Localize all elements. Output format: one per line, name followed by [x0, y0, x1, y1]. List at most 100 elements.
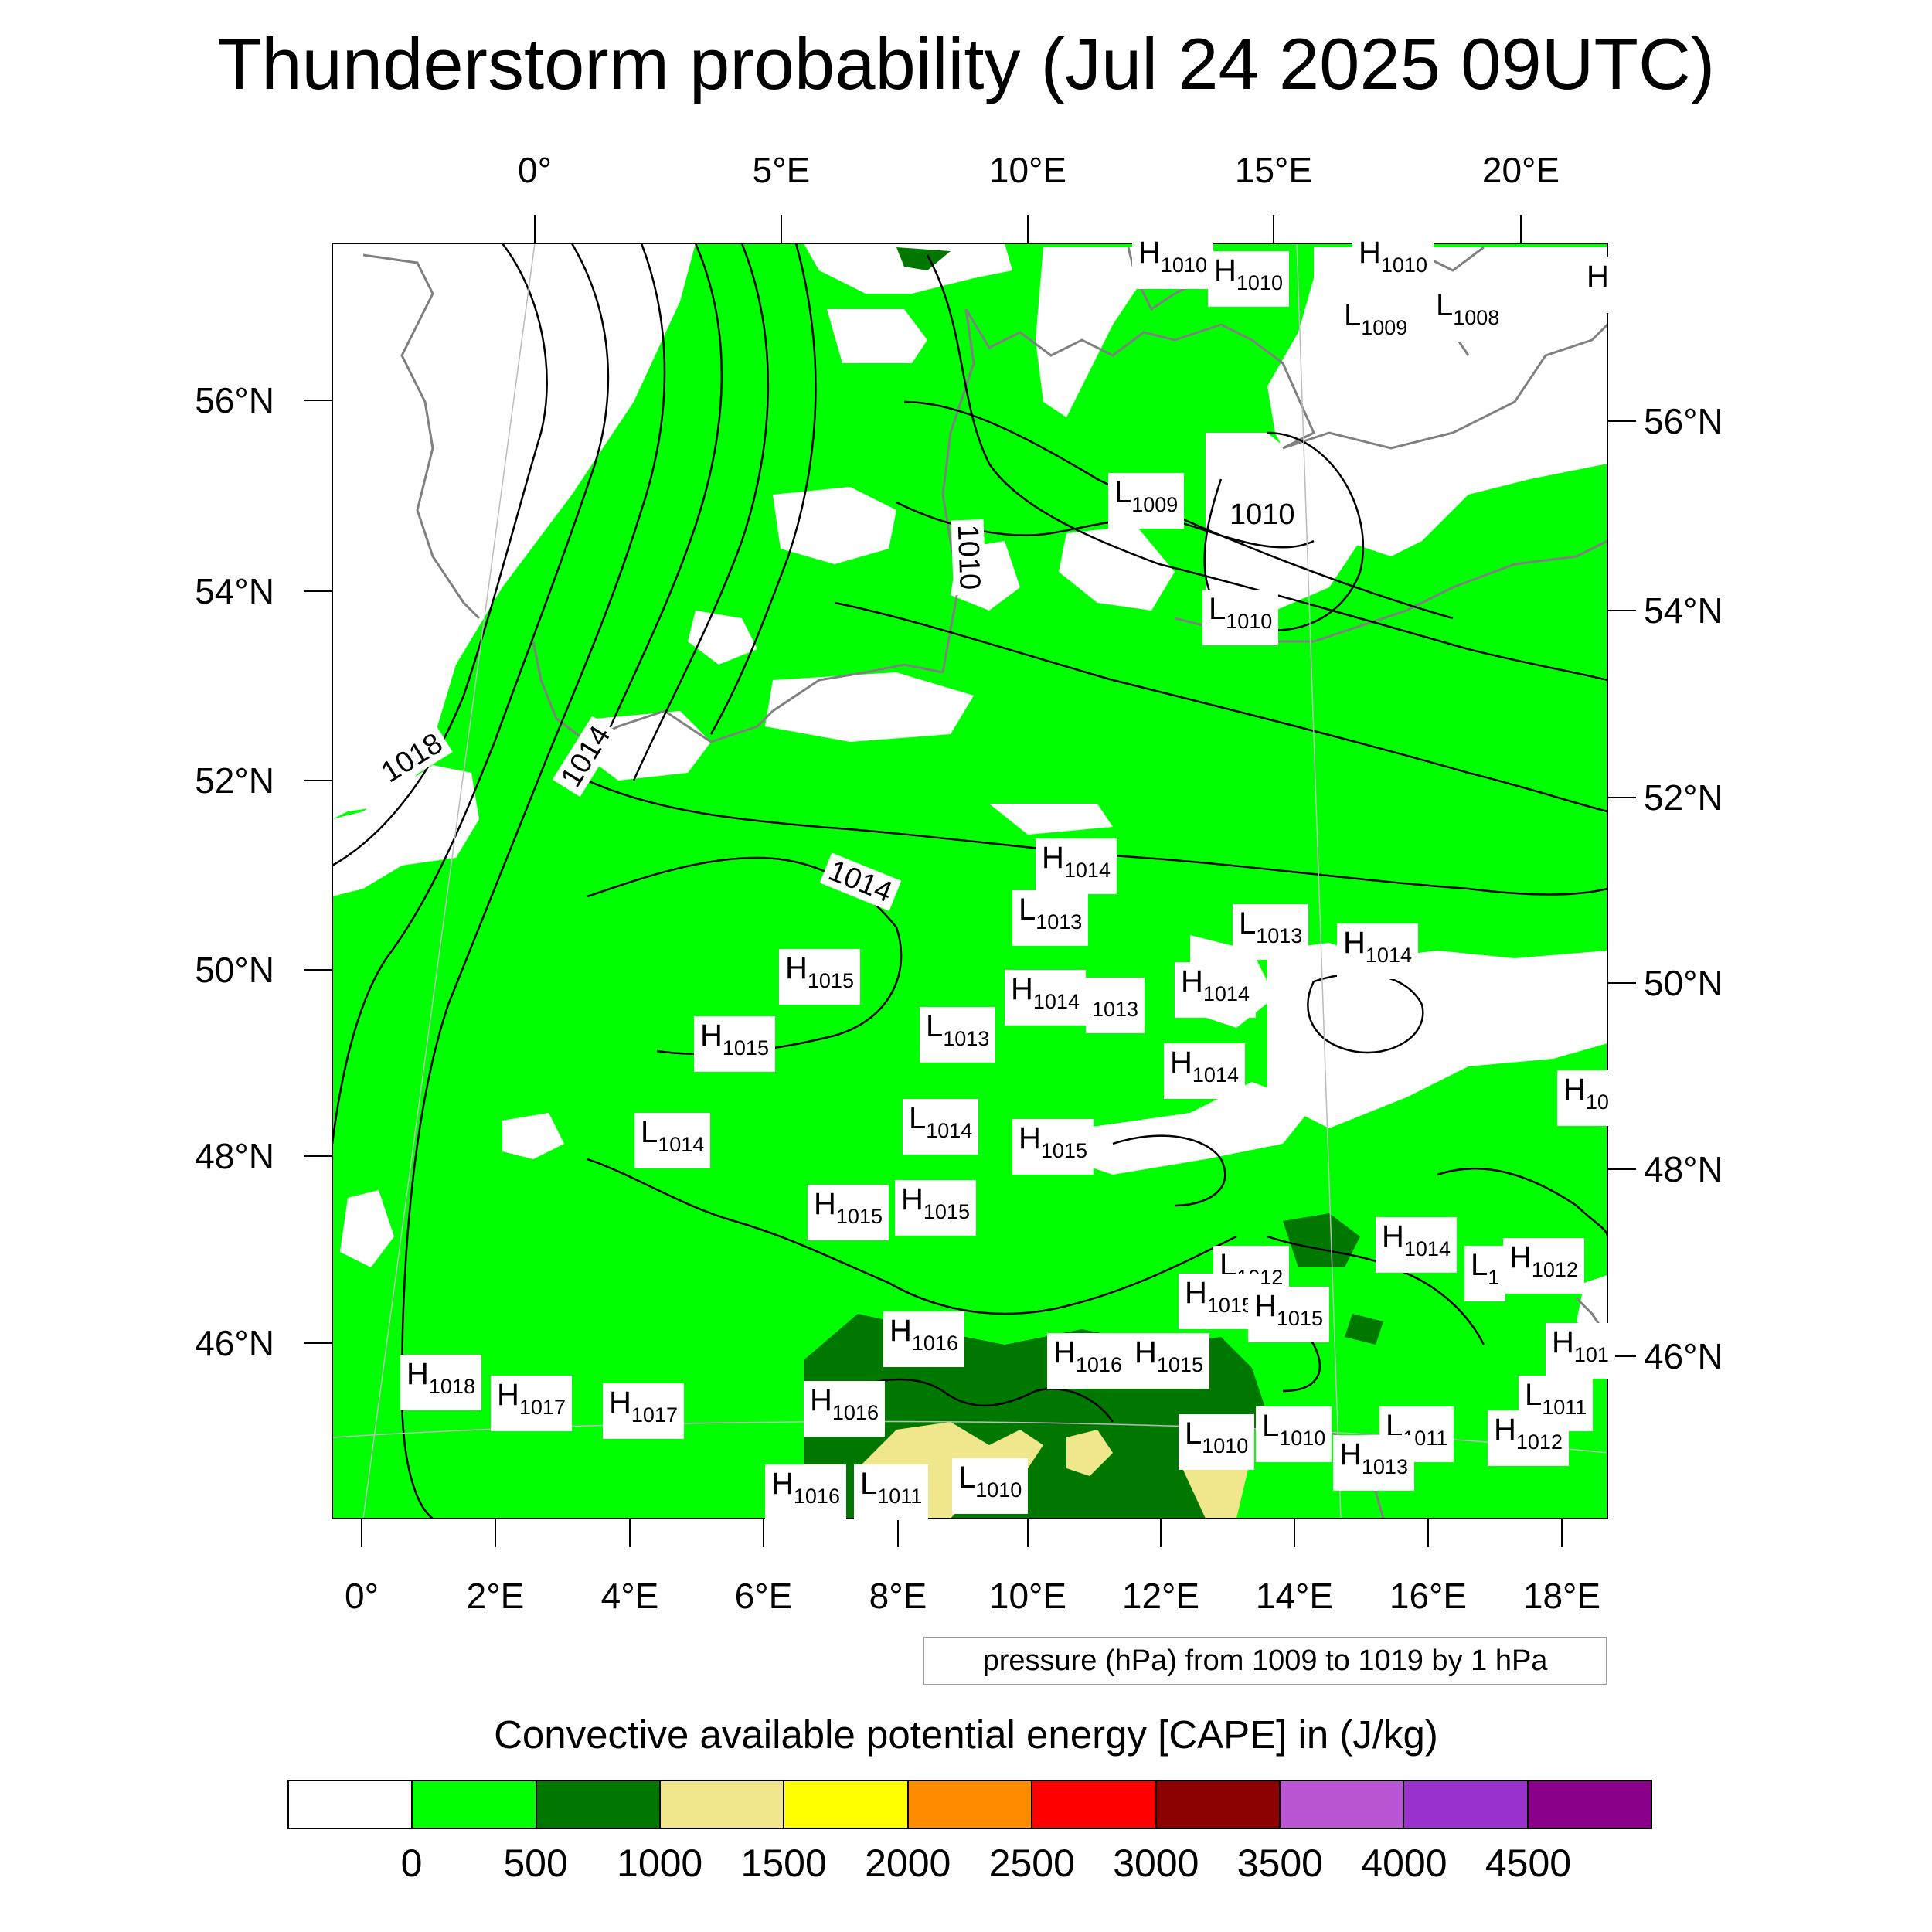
colorbar-label: 0 [400, 1842, 423, 1885]
pressure-system-marker: L1013 [1012, 890, 1089, 946]
pressure-system-marker: H1015 [808, 1185, 889, 1240]
tick-left-48n: 48°N [195, 1136, 274, 1176]
tick-bottom-0: 0° [345, 1576, 379, 1616]
tick-bottom-2e: 2°E [466, 1576, 525, 1616]
pressure-system-marker: L1008 [1430, 286, 1506, 342]
colorbar-swatch [536, 1781, 662, 1828]
tick-left-46n: 46°N [195, 1323, 274, 1363]
tick-bottom-14e: 14°E [1255, 1576, 1334, 1616]
map-title: Thunderstorm probability (Jul 24 2025 09… [216, 23, 1716, 104]
pressure-system-marker: H1014 [1337, 923, 1418, 979]
tick-top-20e: 20°E [1481, 150, 1560, 190]
colorbar-swatch [1032, 1781, 1157, 1828]
pressure-system-marker: H1013 [1333, 1435, 1414, 1491]
pressure-system-marker: H1014 [1376, 1217, 1457, 1273]
colorbar [287, 1780, 1652, 1829]
pressure-system-marker: L1010 [952, 1458, 1029, 1514]
colorbar-swatch [413, 1781, 537, 1828]
colorbar-swatch [1280, 1781, 1405, 1828]
tick-right-50n: 50°N [1644, 963, 1723, 1003]
pressure-system-marker: H1015 [1179, 1274, 1260, 1329]
pressure-system-marker: L1010 [1256, 1406, 1332, 1462]
pressure-system-marker: H1014 [1175, 962, 1256, 1018]
colorbar-swatch [1156, 1781, 1281, 1828]
pressure-system-marker: L1013 [1233, 904, 1309, 960]
pressure-system-marker: H1016 [883, 1311, 964, 1367]
pressure-system-marker: H [1580, 257, 1615, 313]
tick-top-10e: 10°E [988, 150, 1067, 190]
pressure-system-marker: H1015 [779, 949, 860, 1005]
pressure-system-marker: H1016 [765, 1464, 846, 1520]
tick-left-56n: 56°N [195, 380, 274, 420]
tick-top-5e: 5°E [752, 150, 811, 190]
tick-bottom-18e: 18°E [1522, 1576, 1601, 1616]
tick-bottom-6e: 6°E [734, 1576, 793, 1616]
pressure-system-marker: H1017 [491, 1376, 572, 1431]
colorbar-label: 500 [503, 1842, 568, 1885]
tick-right-52n: 52°N [1644, 777, 1723, 818]
tick-right-46n: 46°N [1644, 1336, 1723, 1376]
colorbar-swatch [289, 1781, 413, 1828]
tick-right-48n: 48°N [1644, 1149, 1723, 1189]
colorbar-label: 3500 [1236, 1842, 1323, 1885]
pressure-system-marker: H1015 [895, 1180, 976, 1236]
pressure-system-marker: H1015 [694, 1016, 775, 1072]
pressure-system-marker: H1014 [1005, 970, 1086, 1026]
tick-top-15e: 15°E [1234, 150, 1313, 190]
pressure-system-marker: H1016 [804, 1381, 885, 1437]
tick-bottom-4e: 4°E [600, 1576, 659, 1616]
colorbar-swatch [661, 1781, 785, 1828]
pressure-system-marker: H1010 [1352, 233, 1434, 289]
colorbar-swatch [784, 1781, 909, 1828]
pressure-system-marker: L1011 [1519, 1376, 1594, 1431]
tick-left-50n: 50°N [195, 950, 274, 990]
pressure-system-marker: H1018 [400, 1355, 481, 1410]
colorbar-label: 1500 [740, 1842, 827, 1885]
colorbar-title: Convective available potential energy [C… [494, 1713, 1438, 1757]
pressure-system-marker: L1009 [1108, 473, 1185, 529]
colorbar-label: 1000 [617, 1842, 703, 1885]
colorbar-label: 2500 [988, 1842, 1075, 1885]
pressure-system-marker: L1014 [634, 1113, 711, 1168]
pressure-system-marker: H1012 [1503, 1238, 1584, 1294]
pressure-system-marker: H1017 [603, 1383, 684, 1439]
tick-right-54n: 54°N [1644, 590, 1723, 631]
tick-marks [304, 215, 1636, 1547]
isobar-label: 1010 [1225, 498, 1300, 531]
colorbar-label: 4000 [1361, 1842, 1447, 1885]
pressure-system-marker: H1016 [1047, 1333, 1128, 1389]
colorbar-swatch [1528, 1781, 1651, 1828]
pressure-system-marker: H1015 [1012, 1119, 1094, 1175]
pressure-system-marker: H1010 [1208, 251, 1289, 307]
map-border [332, 243, 1608, 1519]
tick-bottom-10e: 10°E [988, 1576, 1067, 1616]
colorbar-label: 3000 [1113, 1842, 1199, 1885]
pressure-system-marker: L1010 [1179, 1414, 1255, 1470]
colorbar-label: 4500 [1485, 1842, 1572, 1885]
tick-left-52n: 52°N [195, 760, 274, 801]
tick-right-56n: 56°N [1644, 401, 1723, 441]
pressure-system-marker: L1014 [903, 1099, 979, 1155]
isobar-label: 1010 [951, 519, 986, 595]
tick-bottom-16e: 16°E [1389, 1576, 1468, 1616]
contour-info-box: pressure (hPa) from 1009 to 1019 by 1 hP… [923, 1637, 1607, 1685]
tick-bottom-8e: 8°E [869, 1576, 927, 1616]
colorbar-label: 2000 [865, 1842, 951, 1885]
pressure-system-marker: L1011 [854, 1464, 929, 1520]
tick-bottom-12e: 12°E [1121, 1576, 1200, 1616]
pressure-system-marker: 1013 [1086, 978, 1145, 1033]
pressure-system-marker: H1014 [1036, 838, 1117, 894]
pressure-system-marker: L1010 [1202, 590, 1279, 645]
pressure-system-marker: L1009 [1338, 296, 1414, 352]
pressure-system-marker: H1010 [1132, 233, 1213, 289]
pressure-system-marker: H1015 [1128, 1333, 1209, 1389]
pressure-system-marker: H10 [1557, 1070, 1615, 1126]
pressure-system-marker: H1015 [1248, 1287, 1329, 1342]
pressure-system-marker: H1014 [1164, 1043, 1245, 1099]
tick-top-0: 0° [518, 150, 552, 190]
tick-left-54n: 54°N [195, 571, 274, 611]
pressure-system-marker: L1 [1464, 1246, 1506, 1301]
colorbar-swatch [1404, 1781, 1529, 1828]
colorbar-swatch [908, 1781, 1033, 1828]
pressure-system-marker: H101 [1546, 1323, 1615, 1379]
